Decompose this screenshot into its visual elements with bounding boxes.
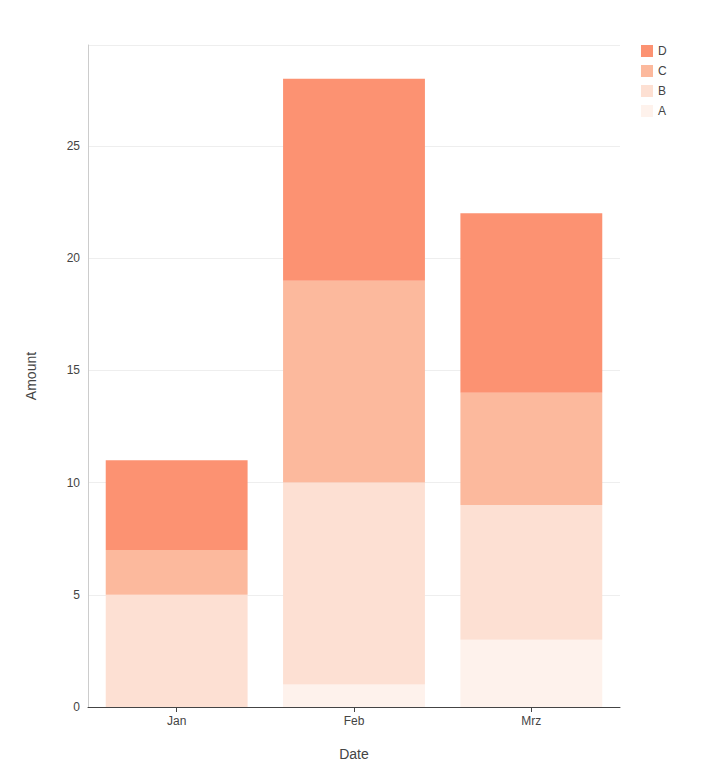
- svg-text:25: 25: [67, 139, 81, 153]
- svg-text:Mrz: Mrz: [521, 714, 541, 728]
- svg-text:15: 15: [67, 363, 81, 377]
- svg-text:B: B: [658, 84, 666, 98]
- svg-text:C: C: [658, 64, 667, 78]
- svg-text:D: D: [658, 44, 667, 58]
- svg-text:5: 5: [73, 588, 80, 602]
- svg-text:10: 10: [67, 476, 81, 490]
- svg-text:Date: Date: [339, 746, 369, 762]
- svg-text:Amount: Amount: [23, 352, 39, 400]
- svg-text:20: 20: [67, 251, 81, 265]
- svg-text:0: 0: [73, 700, 80, 714]
- svg-text:Feb: Feb: [344, 714, 365, 728]
- svg-text:Jan: Jan: [167, 714, 186, 728]
- svg-text:A: A: [658, 104, 666, 118]
